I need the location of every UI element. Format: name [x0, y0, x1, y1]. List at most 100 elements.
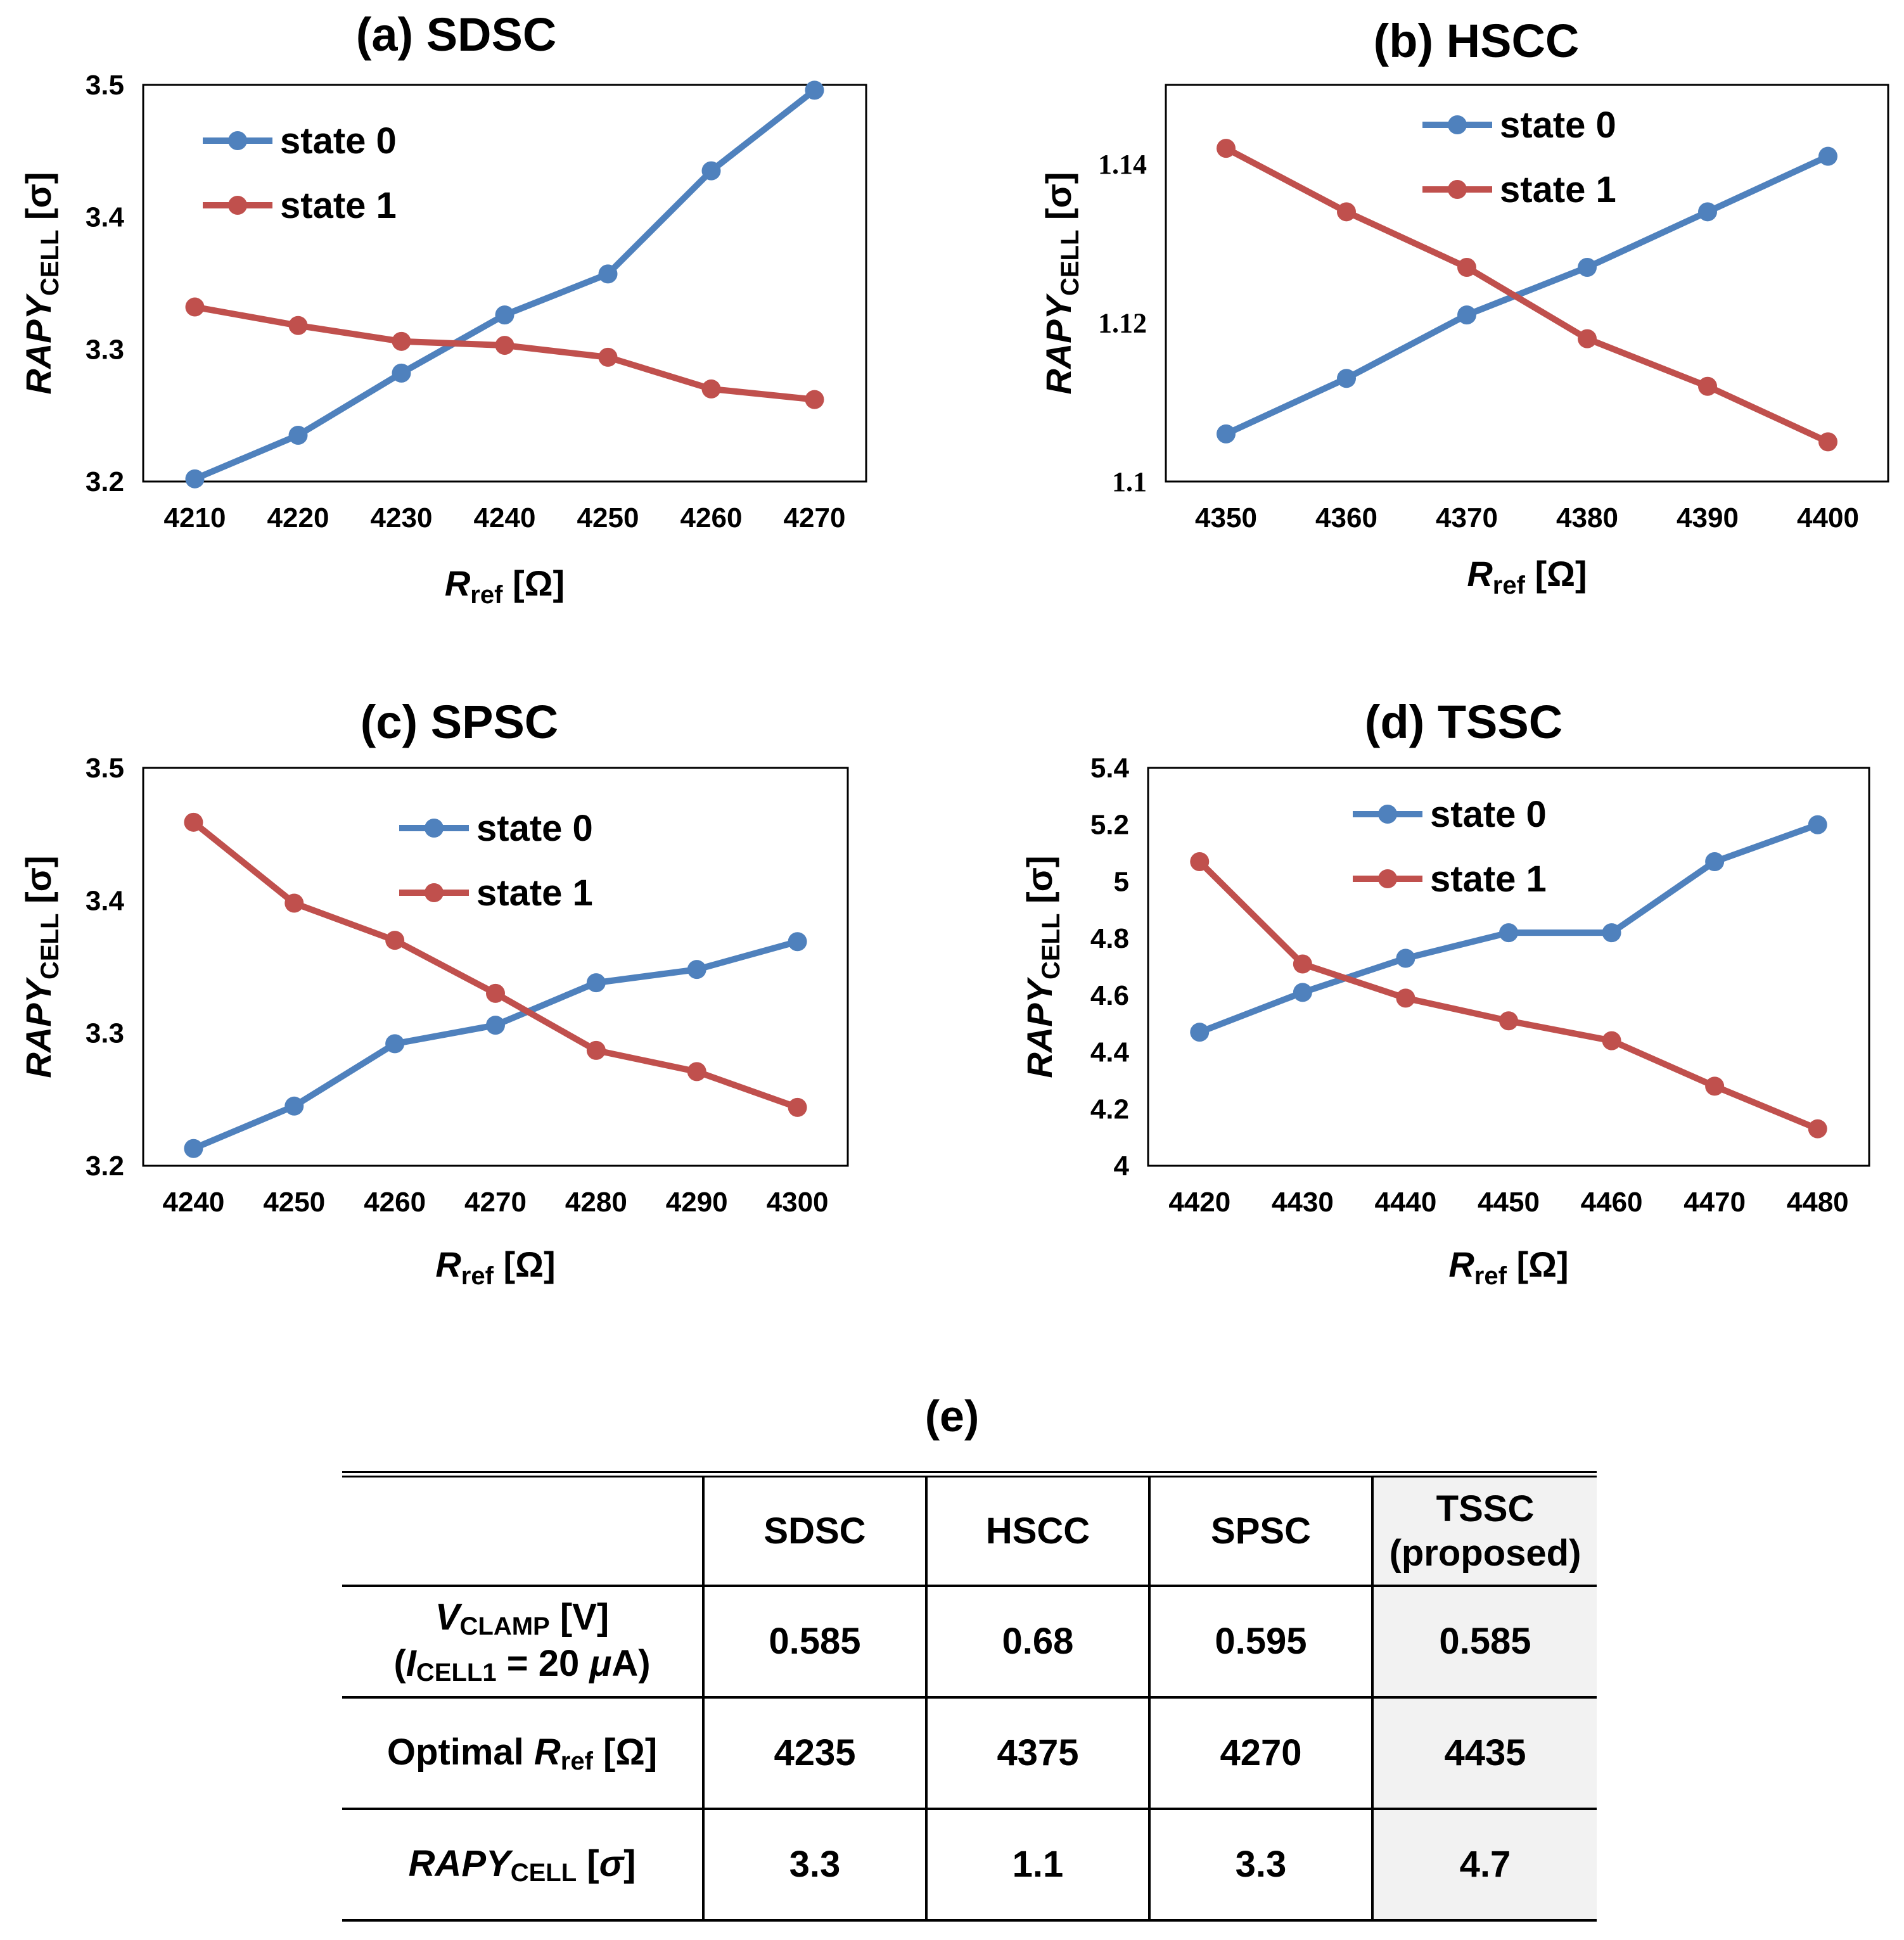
rref-symbol: R [534, 1731, 561, 1773]
chart-title-sdsc: (a) SDSC [356, 8, 557, 61]
y-tick-tssc-0: 4 [1114, 1151, 1130, 1182]
data-point-hscc-0-5 [1818, 146, 1837, 166]
figure-charts: (a) SDSC 3.2 3.3 3.4 3.5 4210 4220 4230 4240 4250… [18, 8, 1889, 1290]
y-axis-label-hscc-unit: [σ] [1038, 172, 1078, 229]
data-point-spsc-0-0 [184, 1139, 203, 1158]
y-axis-label-sdsc: RAPYCELL [σ] [18, 172, 64, 394]
x-axis-label-hscc-unit: [Ω] [1525, 554, 1587, 594]
series-sdsc-1 [185, 297, 824, 409]
x-tick-hscc-4: 4390 [1677, 502, 1739, 533]
rapy-subscript: CELL [510, 1858, 577, 1887]
y-tick-sdsc-0: 3.2 [86, 466, 124, 497]
data-point-spsc-1-6 [788, 1097, 807, 1117]
vclamp-spsc: 0.595 [1148, 1585, 1374, 1699]
plot-frame-sdsc [142, 84, 867, 483]
vclamp-subscript: CLAMP [459, 1612, 550, 1640]
y-tick-spsc-1: 3.3 [86, 1018, 124, 1049]
row-label-rref: Optimal Rref [Ω] [342, 1696, 705, 1810]
x-axis-label-spsc-main: R [435, 1244, 461, 1284]
x-tick-tssc-5: 4470 [1684, 1187, 1746, 1218]
data-point-hscc-1-4 [1698, 376, 1717, 396]
legend-marker-spsc-1 [425, 883, 444, 902]
x-tick-sdsc-0: 4210 [164, 502, 226, 533]
x-tick-spsc-6: 4300 [767, 1187, 829, 1218]
series-tssc-0 [1190, 815, 1827, 1042]
series-spsc-0 [184, 932, 807, 1158]
y-tick-spsc-3: 3.5 [86, 753, 124, 784]
data-point-sdsc-0-5 [701, 161, 721, 181]
x-axis-label-tssc-unit: [Ω] [1507, 1244, 1569, 1284]
chart-hscc: (b) HSCC 1.1 1.12 1.14 4350 4360 4370 4380 4390 4… [1038, 15, 1889, 599]
table-row-rapy: RAPYCELL [σ] 3.3 1.1 3.3 4.7 [342, 1808, 1597, 1922]
data-point-hscc-0-0 [1217, 424, 1236, 444]
y-tick-tssc-7: 5.4 [1090, 753, 1130, 784]
x-axis-label-spsc: Rref [Ω] [435, 1244, 555, 1290]
header-tssc-line2: (proposed) [1389, 1532, 1581, 1574]
legend-label-hscc-1: state 1 [1500, 169, 1616, 210]
x-axis-label-hscc-main: R [1467, 554, 1493, 594]
data-point-sdsc-1-3 [495, 336, 514, 355]
x-tick-tssc-2: 4440 [1374, 1187, 1436, 1218]
x-axis-label-spsc-sub: ref [461, 1262, 494, 1290]
row-label-vclamp: VCLAMP [V] (ICELL1 = 20 μA) [342, 1585, 705, 1699]
header-spsc: SPSC [1148, 1471, 1374, 1587]
data-point-spsc-1-3 [486, 983, 505, 1003]
x-tick-sdsc-3: 4240 [474, 502, 536, 533]
series-hscc-0 [1217, 146, 1837, 444]
rref-tssc: 4435 [1371, 1696, 1597, 1810]
x-tick-hscc-1: 4360 [1315, 502, 1377, 533]
x-tick-hscc-2: 4370 [1436, 502, 1498, 533]
x-axis-label-tssc: Rref [Ω] [1448, 1244, 1568, 1290]
rapy-symbol: RAPY [408, 1842, 511, 1884]
summary-table: SDSC HSCC SPSC TSSC (proposed) VCLAMP [V]… [342, 1471, 1597, 1922]
data-point-tssc-0-3 [1499, 923, 1518, 943]
y-axis-label-tssc-unit: [σ] [1019, 855, 1059, 913]
legend-marker-tssc-1 [1378, 869, 1397, 888]
x-tick-spsc-0: 4240 [162, 1187, 224, 1218]
series-line-spsc-0 [192, 938, 798, 1152]
icell-value: = 20 [496, 1643, 590, 1684]
y-tick-spsc-2: 3.4 [86, 885, 125, 916]
legend-label-spsc-0: state 0 [476, 808, 593, 849]
rapy-close: ] [623, 1842, 636, 1884]
x-axis-label-tssc-sub: ref [1474, 1262, 1507, 1290]
data-point-spsc-1-0 [184, 812, 203, 832]
plot-frame-spsc [142, 767, 849, 1167]
legend-label-hscc-0: state 0 [1500, 105, 1616, 146]
y-tick-tssc-6: 5.2 [1090, 810, 1129, 841]
rref-spsc: 4270 [1148, 1696, 1374, 1810]
data-point-sdsc-0-4 [598, 264, 618, 284]
data-point-sdsc-1-1 [288, 316, 308, 335]
legend-marker-tssc-0 [1378, 805, 1397, 824]
y-tick-sdsc-3: 3.5 [86, 70, 124, 101]
series-line-hscc-1 [1224, 145, 1830, 445]
vclamp-sdsc: 0.585 [702, 1585, 928, 1699]
vclamp-symbol: V [435, 1597, 460, 1638]
data-point-tssc-1-0 [1190, 852, 1210, 872]
x-tick-sdsc-4: 4250 [577, 502, 639, 533]
legend-marker-hscc-1 [1448, 180, 1467, 199]
legend-label-sdsc-1: state 1 [280, 185, 397, 226]
x-axis-label-hscc-sub: ref [1493, 571, 1526, 599]
data-point-spsc-0-6 [788, 932, 807, 952]
rapy-sdsc: 3.3 [702, 1808, 928, 1922]
data-point-tssc-1-6 [1808, 1119, 1827, 1139]
row-label-rapy: RAPYCELL [σ] [342, 1808, 705, 1922]
icell-symbol: I [406, 1643, 416, 1684]
data-point-sdsc-1-4 [598, 347, 618, 367]
x-tick-sdsc-1: 4220 [267, 502, 329, 533]
data-point-sdsc-1-6 [805, 390, 824, 409]
data-point-hscc-1-5 [1818, 432, 1837, 452]
x-tick-sdsc-2: 4230 [371, 502, 433, 533]
x-tick-spsc-4: 4280 [565, 1187, 627, 1218]
header-hscc: HSCC [925, 1471, 1151, 1587]
x-axis-label-sdsc: Rref [Ω] [445, 563, 565, 609]
y-axis-label-hscc-sub: CELL [1056, 230, 1084, 296]
rref-sdsc: 4235 [702, 1696, 928, 1810]
data-point-tssc-0-4 [1602, 923, 1621, 943]
series-sdsc-0 [185, 80, 824, 488]
rref-prefix: Optimal [387, 1731, 534, 1773]
y-axis-label-sdsc-unit: [σ] [18, 172, 58, 229]
rapy-hscc: 1.1 [925, 1808, 1151, 1922]
x-tick-spsc-1: 4250 [263, 1187, 325, 1218]
